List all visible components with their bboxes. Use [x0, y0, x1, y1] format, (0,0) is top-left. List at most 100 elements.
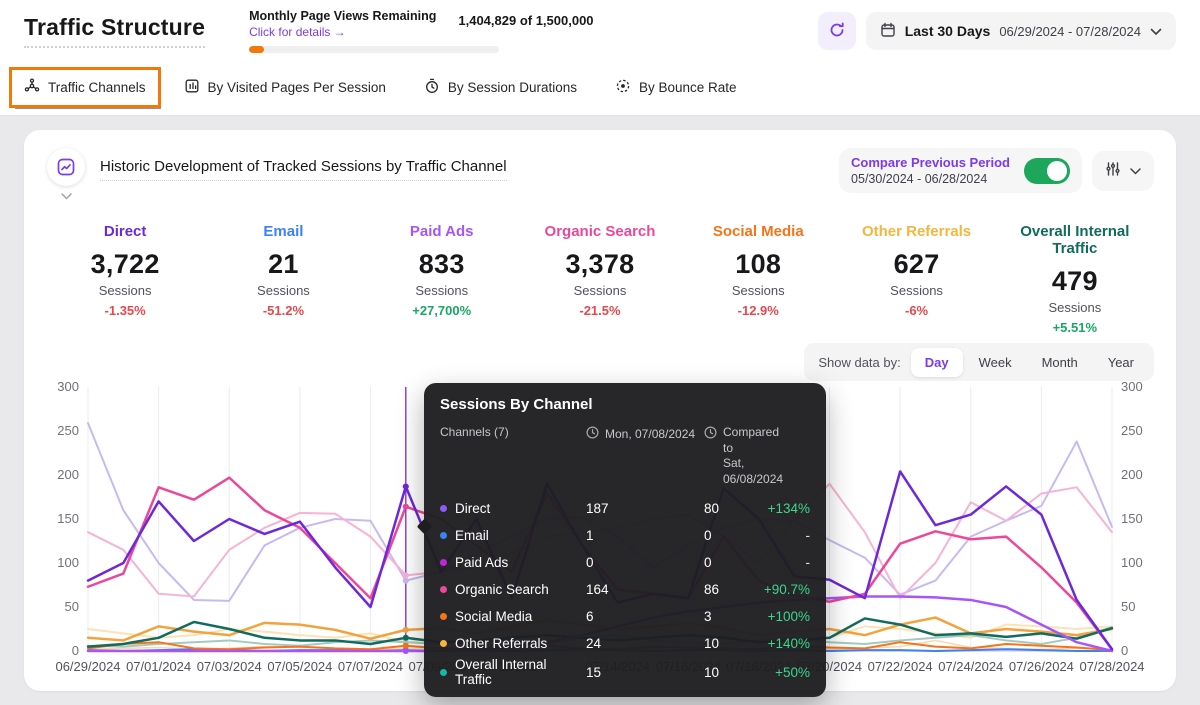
- trend-chart-icon[interactable]: [47, 148, 85, 186]
- tooltip-title: Sessions By Channel: [440, 396, 593, 413]
- stat-name: Organic Search: [544, 223, 656, 240]
- stat-unit: Sessions: [731, 283, 785, 298]
- plot-wrap: Sessions By Channel Channels (7) Mon, 07…: [55, 383, 1145, 698]
- compare-previous-period: Compare Previous Period 05/30/2024 - 06/…: [839, 148, 1082, 193]
- channel-stat-paid-ads[interactable]: Paid Ads 833 Sessions +27,700%: [363, 223, 521, 335]
- usage-details-link[interactable]: Click for details →: [249, 25, 346, 39]
- stat-unit: Sessions: [1048, 300, 1102, 315]
- tooltip-previous-value: 80: [704, 501, 720, 517]
- usage-widget: Monthly Page Views Remaining Click for d…: [249, 9, 594, 53]
- usage-text: Monthly Page Views Remaining Click for d…: [249, 9, 436, 41]
- channel-stat-email[interactable]: Email 21 Sessions -51.2%: [204, 223, 362, 335]
- tooltip-channel-name: Organic Search: [455, 582, 549, 598]
- tooltip-compared-date: Sat, 06/08/2024: [723, 456, 784, 486]
- calendar-icon: [880, 22, 896, 41]
- chevron-down-icon: [1150, 24, 1162, 39]
- channel-stat-direct[interactable]: Direct 3,722 Sessions -1.35%: [46, 223, 204, 335]
- sliders-icon: [1105, 161, 1121, 180]
- tooltip-row-direct: Direct 187 80 +134%: [440, 495, 810, 522]
- channel-stats-row: Direct 3,722 Sessions -1.35% Email 21 Sessions…: [46, 223, 1154, 335]
- tooltip-current-value: 1: [586, 528, 594, 544]
- tooltip-current-value: 6: [586, 609, 594, 625]
- y-tick-label: 50: [64, 599, 79, 614]
- tooltip-current-value: 15: [586, 664, 602, 680]
- stat-delta: -12.9%: [737, 303, 779, 318]
- channel-stat-overall-internal-traffic[interactable]: Overall Internal Traffic 479 Sessions +5.51…: [996, 223, 1154, 335]
- y-tick-label: 300: [1121, 379, 1143, 394]
- y-tick-label: 300: [57, 379, 79, 394]
- tab-label: By Session Durations: [447, 80, 577, 95]
- tab-traffic-channels[interactable]: Traffic Channels: [9, 67, 161, 108]
- stat-delta: -6%: [904, 303, 929, 318]
- channel-stat-other-referrals[interactable]: Other Referrals 627 Sessions -6%: [837, 223, 995, 335]
- x-tick-label: 07/28/2024: [1079, 659, 1145, 674]
- plot-area[interactable]: Sessions By Channel Channels (7) Mon, 07…: [88, 383, 1112, 698]
- channel-dot: [440, 586, 447, 594]
- tab-by-session-durations[interactable]: By Session Durations: [412, 70, 589, 105]
- stat-value: 108: [735, 249, 782, 279]
- tab-by-visited-pages-per-session[interactable]: By Visited Pages Per Session: [172, 70, 398, 105]
- tooltip-row-paid-ads: Paid Ads 0 0 -: [440, 549, 810, 576]
- usage-label: Monthly Page Views Remaining: [249, 9, 437, 23]
- tab-label: By Bounce Rate: [638, 80, 737, 95]
- tooltip-col-channels: Channels (7): [440, 425, 509, 439]
- channel-dot: [440, 613, 447, 621]
- tooltip-previous-value: 0: [704, 528, 712, 544]
- compare-label: Compare Previous Period: [851, 155, 1010, 170]
- card-header: Historic Development of Tracked Sessions…: [46, 148, 1154, 205]
- tooltip-row-email: Email 1 0 -: [440, 522, 810, 549]
- tooltip-previous-value: 86: [704, 582, 720, 598]
- main-area: Historic Development of Tracked Sessions…: [0, 116, 1200, 705]
- y-tick-label: 200: [1121, 467, 1143, 482]
- y-tick-label: 0: [1121, 643, 1129, 658]
- stat-name: Overall Internal Traffic: [1020, 223, 1130, 257]
- channel-stat-social-media[interactable]: Social Media 108 Sessions -12.9%: [679, 223, 837, 335]
- tooltip-channel-name: Email: [455, 528, 489, 544]
- stat-delta: -1.35%: [104, 303, 146, 318]
- compare-toggle[interactable]: [1024, 157, 1070, 184]
- tab-by-bounce-rate[interactable]: By Bounce Rate: [603, 70, 749, 105]
- card-icon-wrap: [46, 148, 86, 205]
- stat-value: 627: [893, 249, 940, 279]
- stat-value: 3,378: [565, 249, 635, 279]
- channel-dot: [440, 532, 447, 540]
- tooltip-row-social-media: Social Media 6 3 +100%: [440, 603, 810, 630]
- tooltip-channel-name: Social Media: [455, 609, 533, 625]
- stat-unit: Sessions: [890, 283, 943, 298]
- x-tick-label: 07/22/2024: [867, 659, 933, 674]
- tooltip-current-value: 164: [586, 582, 609, 598]
- card-title: Historic Development of Tracked Sessions…: [100, 158, 507, 181]
- date-range-picker[interactable]: Last 30 Days 06/29/2024 - 07/28/2024: [865, 12, 1176, 50]
- show-data-by-week[interactable]: Week: [978, 354, 1012, 370]
- tooltip-current-value: 24: [586, 636, 602, 652]
- show-data-by-month[interactable]: Month: [1041, 354, 1078, 370]
- y-tick-label: 150: [1121, 511, 1143, 526]
- tooltip-previous-value: 10: [704, 664, 720, 680]
- y-axis-left: 0 50 100 150 200 250 300: [46, 379, 88, 658]
- page-title: Traffic Structure: [24, 14, 206, 48]
- channel-stat-organic-search[interactable]: Organic Search 3,378 Sessions -21.5%: [521, 223, 679, 335]
- compare-text: Compare Previous Period 05/30/2024 - 06/…: [851, 155, 1010, 186]
- bounce-rate-icon: [615, 78, 631, 97]
- show-data-by-day[interactable]: Day: [910, 347, 963, 377]
- clock-icon: [704, 426, 717, 442]
- stat-name: Other Referrals: [861, 223, 972, 240]
- channel-dot: [440, 505, 447, 513]
- chart-options-button[interactable]: [1092, 150, 1154, 191]
- traffic-channels-icon: [24, 78, 40, 97]
- stat-delta: -21.5%: [579, 303, 621, 318]
- chart-tooltip: Sessions By Channel Channels (7) Mon, 07…: [424, 383, 826, 698]
- refresh-button[interactable]: [817, 12, 856, 50]
- show-data-by-year[interactable]: Year: [1107, 354, 1134, 370]
- show-data-by-label: Show data by:: [818, 354, 901, 370]
- chevron-down-icon[interactable]: [60, 187, 72, 205]
- stat-unit: Sessions: [98, 283, 152, 298]
- y-tick-label: 200: [57, 467, 79, 482]
- date-range-preset: Last 30 Days: [904, 23, 991, 39]
- tooltip-row-other-referrals: Other Referrals 24 10 +140%: [440, 630, 810, 657]
- stat-value: 3,722: [90, 249, 160, 279]
- tooltip-header-row: Channels (7) Mon, 07/08/2024: [440, 425, 810, 487]
- tooltip-previous-value: 10: [704, 636, 720, 652]
- x-tick-label: 07/07/2024: [337, 659, 404, 674]
- tooltip-delta: -: [805, 528, 811, 544]
